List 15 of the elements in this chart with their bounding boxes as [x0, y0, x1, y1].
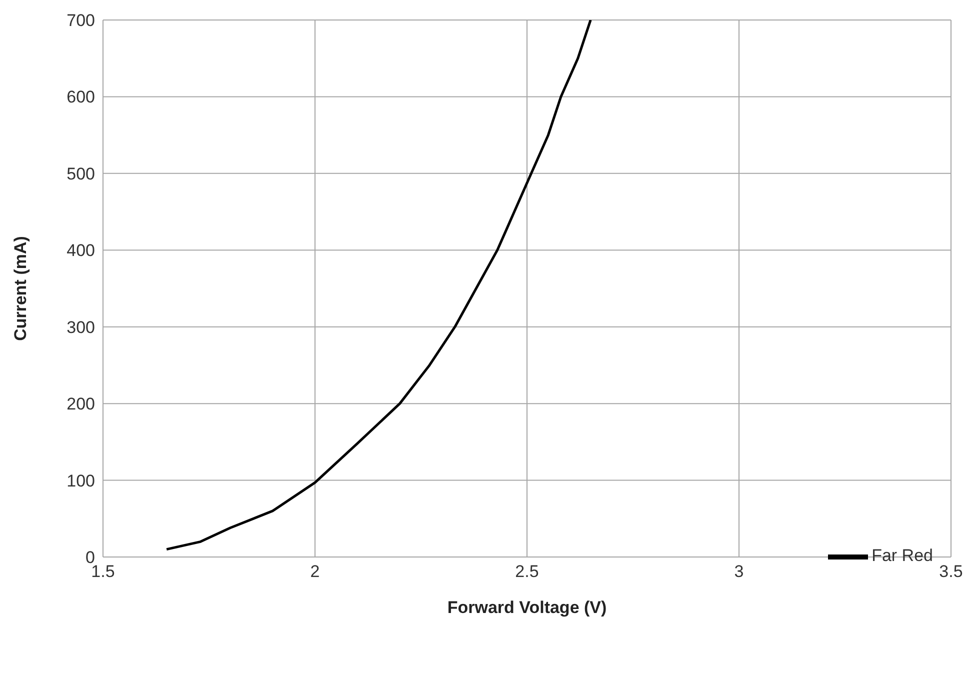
y-axis-title: Current (mA): [11, 236, 30, 341]
x-tick-label: 3.5: [939, 562, 963, 582]
y-tick-label: 100: [66, 471, 95, 490]
x-tick-label: 2.5: [515, 562, 539, 582]
x-tick-label: 3: [734, 562, 744, 582]
x-axis-title: Forward Voltage (V): [447, 598, 607, 617]
line-series: [165, 20, 592, 551]
y-tick-label: 500: [66, 164, 95, 184]
y-tick-label: 400: [66, 241, 95, 260]
y-tick-label: 600: [66, 88, 95, 107]
x-tick-label: 2: [310, 562, 320, 582]
legend-label: Far Red: [872, 546, 933, 566]
y-tick-label: 200: [66, 394, 95, 414]
y-tick-label: 300: [66, 318, 95, 337]
y-tick-label: 700: [66, 11, 95, 30]
